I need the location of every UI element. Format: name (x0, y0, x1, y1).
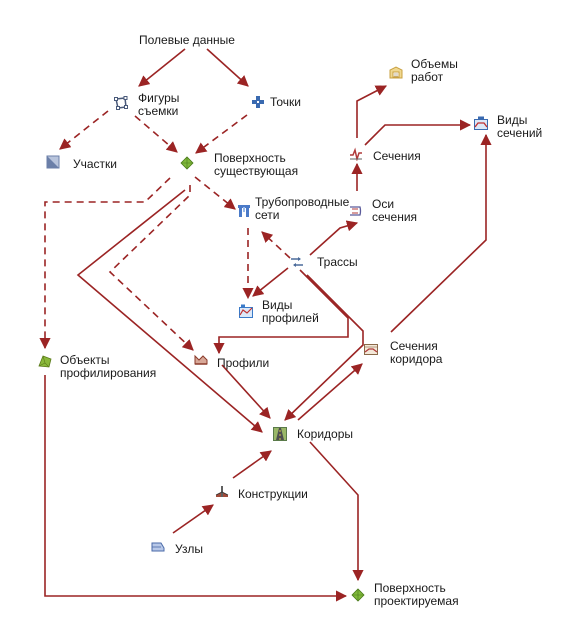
connector-corridor-sections-to-section-views (390, 133, 492, 333)
parcel-icon (46, 155, 60, 169)
figure-icon (114, 96, 128, 110)
connector-points-to-existing-surface (195, 114, 248, 154)
node-label-volumes: Объемы работ (411, 57, 458, 84)
node-label-sections: Сечения (373, 149, 421, 163)
node-label-design-surface: Поверхность проектируемая (374, 581, 459, 608)
surface-icon (351, 588, 365, 602)
node-label-parcels: Участки (73, 157, 117, 171)
connector-field-data-to-points (206, 48, 249, 87)
profile-view-icon (239, 304, 253, 318)
connector-existing-surface-to-profiles (108, 185, 194, 351)
connector-grading-to-design-surface (44, 375, 348, 602)
node-label-corridor-sections: Сечения коридора (390, 339, 443, 366)
profile-icon (194, 354, 208, 365)
connector-corridors-to-corridor-sections (297, 363, 363, 421)
corridor-icon (273, 427, 287, 441)
assembly-icon (215, 486, 229, 497)
connector-existing-surface-to-pipe-networks (194, 176, 236, 210)
connector-alignments-to-corridors (284, 274, 364, 421)
connector-profiles-to-corridors (221, 364, 271, 419)
section-icon (350, 147, 362, 161)
node-label-profiles: Профили (217, 356, 270, 370)
pipe-icon (238, 205, 250, 217)
node-label-alignments: Трассы (317, 255, 358, 269)
connector-corridors-to-design-surface (309, 441, 364, 582)
connector-survey-figures-to-parcels (59, 110, 109, 150)
point-cross-icon (252, 96, 264, 108)
connector-existing-surface-to-corridors (76, 189, 263, 433)
node-label-subassemblies: Узлы (175, 542, 203, 556)
connector-alignments-to-profile-views (252, 267, 289, 297)
node-label-field-data: Полевые данные (139, 33, 235, 47)
node-label-points: Точки (270, 95, 302, 109)
subassembly-icon (151, 542, 165, 552)
node-label-survey-figures: Фигуры съемки (138, 91, 180, 118)
surface-icon (180, 156, 194, 170)
node-label-existing-surface: Поверхность существующая (214, 151, 299, 178)
node-label-grading: Объекты профилирования (60, 353, 157, 380)
connector-survey-figures-to-existing-surface (134, 115, 178, 153)
connector-alignments-to-profiles (213, 269, 349, 355)
node-label-profile-views: Виды профилей (262, 298, 319, 325)
connector-assemblies-to-corridors (232, 450, 272, 479)
node-label-pipe-networks: Трубопроводные сети (255, 195, 350, 222)
connector-sections-to-volumes (356, 85, 387, 138)
connector-alignments-to-pipe-networks (261, 231, 291, 259)
node-label-sample-lines: Оси сечения (372, 197, 418, 224)
sample-line-icon (350, 206, 362, 216)
node-label-section-views: Виды сечений (497, 113, 543, 140)
connector-subassemblies-to-assemblies (172, 504, 214, 534)
node-label-assemblies: Конструкции (238, 487, 308, 501)
corridor-section-icon (364, 344, 378, 355)
grading-icon (38, 355, 52, 368)
alignment-icon (291, 257, 303, 267)
section-view-icon (474, 116, 488, 130)
node-label-corridors: Коридоры (297, 427, 354, 441)
connector-alignments-to-sample-lines (309, 220, 359, 256)
connector-sections-to-section-views (364, 119, 472, 146)
connector-field-data-to-survey-figures (138, 48, 186, 87)
connector-existing-surface-to-grading (39, 177, 171, 350)
volume-icon (389, 66, 403, 79)
